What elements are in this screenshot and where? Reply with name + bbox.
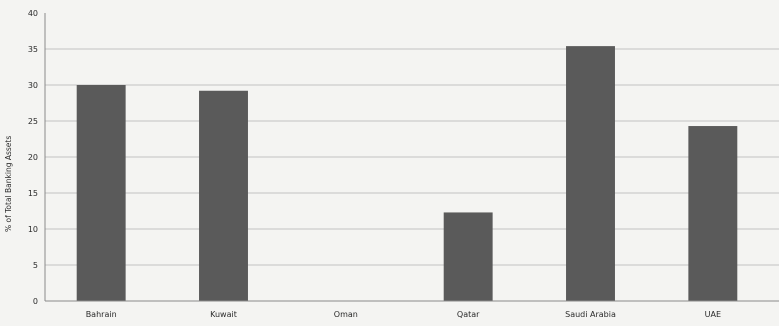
gridlines [45,48,779,266]
x-tick-label: Kuwait [210,310,237,319]
y-tick-label: 25 [28,117,38,126]
y-axis-title: % of Total Banking Assets [4,136,13,232]
y-tick-label: 5 [33,261,38,270]
x-tick-label: UAE [705,310,721,319]
y-tick-label: 0 [33,297,38,306]
x-tick-label: Oman [334,310,358,319]
bar [443,212,493,301]
bar [566,46,615,302]
bar [199,90,248,301]
y-tick-label: 30 [28,81,38,90]
bars [76,46,738,302]
y-tick-label: 20 [28,153,38,162]
x-tick-label: Saudi Arabia [565,310,616,319]
y-tick-label: 40 [28,9,38,18]
bar [76,85,126,301]
y-tick-label: 15 [28,189,38,198]
x-tick-label: Qatar [457,310,480,319]
x-tick-label: Bahrain [86,310,117,319]
y-tick-label: 10 [28,225,38,234]
y-tick-label: 35 [28,45,38,54]
bar [688,126,738,301]
axes: 0 5 10 15 20 25 30 35 40 Bahrain Kuwait Oman Qatar Sa… [28,9,779,319]
